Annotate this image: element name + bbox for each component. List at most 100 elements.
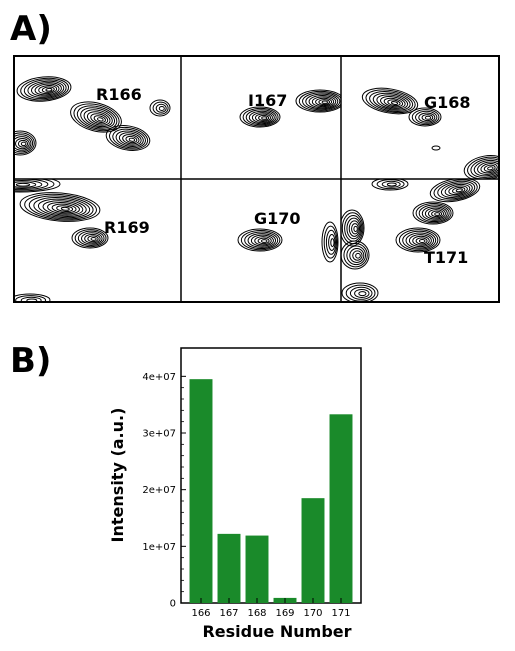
contour-ring (14, 179, 55, 192)
contour-ring (341, 209, 365, 247)
contour-ring (402, 230, 437, 250)
contour-ring (34, 83, 60, 96)
contour-peak (408, 107, 442, 127)
x-tick-label: 167 (219, 608, 238, 619)
x-tick-label: 171 (331, 608, 350, 619)
x-axis-title: Residue Number (202, 622, 351, 641)
contour-ring (128, 137, 136, 142)
contour-ring (383, 97, 404, 108)
contour-peak (321, 221, 339, 263)
contour-ring (14, 134, 34, 153)
contour-ring (415, 203, 452, 224)
y-tick-label: 1e+07 (142, 542, 176, 553)
contour-ring (295, 89, 341, 113)
contour-ring (125, 135, 138, 144)
contour-ring (122, 134, 140, 145)
contour-peak (429, 179, 481, 203)
contour-ring (240, 230, 281, 251)
contour-ring (158, 105, 165, 111)
contour-ring (477, 161, 499, 175)
contour-ring (97, 117, 104, 122)
contour-ring (470, 158, 499, 178)
contour-ring (444, 183, 471, 197)
contour-ring (155, 103, 167, 113)
contour-ring (42, 200, 84, 216)
contour-peak (341, 240, 370, 270)
contour-ring (26, 298, 38, 302)
contour-ring (418, 239, 426, 244)
contour-peak (463, 155, 499, 179)
contour-ring (473, 159, 499, 177)
contour-ring (15, 295, 47, 302)
bar-chart: 0 1e+07 2e+07 3e+07 4e+07 166 167 168 169 170 171… (108, 347, 362, 641)
contour-ring (415, 237, 428, 245)
panel-b-label: B) (10, 341, 51, 381)
contour-ring (467, 156, 499, 179)
x-tick-label: 170 (303, 608, 322, 619)
contour-ring (15, 137, 30, 150)
contour-ring (255, 113, 271, 122)
bar-166 (189, 379, 213, 603)
contour-ring (23, 79, 67, 100)
contour-ring (27, 80, 65, 98)
contour-ring (20, 141, 27, 147)
contour-ring (433, 179, 478, 201)
contour-ring (424, 207, 446, 220)
contour-ring (315, 97, 333, 107)
contour-ring (41, 86, 55, 93)
residue-label-i167: I167 (248, 91, 287, 110)
contour-peak (71, 227, 109, 249)
y-axis-title: Intensity (a.u.) (108, 408, 127, 543)
contour-ring (343, 242, 368, 268)
contour-ring (115, 130, 144, 148)
y-axis-ticks: 0 1e+07 2e+07 3e+07 4e+07 (142, 372, 186, 610)
residue-label-t171: T171 (424, 248, 468, 267)
contour-ring (90, 236, 97, 241)
contour-ring (17, 139, 29, 148)
contour-ring (372, 92, 411, 111)
contour-ring (411, 109, 440, 126)
contour-ring (437, 180, 476, 200)
contour-ring (28, 195, 94, 220)
contour-ring (455, 188, 463, 193)
contour-ring (24, 193, 97, 221)
contour-ring (405, 232, 435, 249)
contour-ring (463, 155, 499, 179)
contour-ring (37, 198, 87, 217)
contour-ring (421, 114, 434, 122)
contour-ring (346, 217, 362, 240)
plot-frame (180, 347, 362, 604)
contour-ring (149, 99, 171, 117)
contour-ring (14, 179, 49, 191)
contour-ring (346, 245, 367, 266)
contour-peak (239, 106, 281, 128)
contour-ring (418, 204, 450, 223)
contour-peak (341, 209, 365, 247)
contour-ring (369, 91, 414, 112)
contour-ring (112, 128, 146, 149)
contour-ring (321, 221, 339, 263)
contour-ring (84, 233, 101, 244)
contour-ring (90, 113, 109, 125)
contour-ring (341, 282, 379, 302)
contour-ring (408, 107, 442, 127)
contour-ring (480, 163, 498, 174)
contour-ring (33, 197, 91, 219)
bar-171 (329, 414, 353, 603)
contour-ring (239, 106, 281, 128)
contour-ring (355, 252, 361, 259)
bar-170 (301, 498, 325, 603)
contour-ring (16, 76, 72, 102)
contour-ring (152, 101, 169, 115)
contour-ring (421, 206, 448, 221)
y-tick-label: 3e+07 (142, 429, 176, 440)
contour-ring (412, 235, 430, 246)
contour-ring (45, 87, 53, 92)
contour-peak (16, 76, 72, 102)
contour-ring (440, 182, 473, 198)
contour-ring (452, 186, 466, 194)
contour-ring (60, 206, 70, 211)
contour-ring (93, 115, 106, 123)
contour-ring (76, 105, 118, 130)
contour-ring (434, 212, 441, 216)
